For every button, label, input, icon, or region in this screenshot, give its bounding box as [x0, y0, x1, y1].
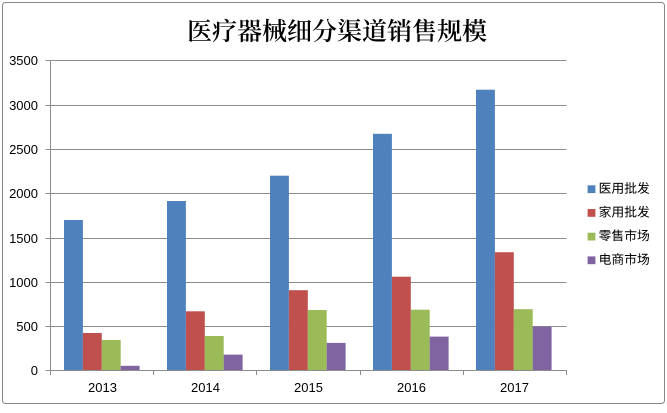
svg-text:2013: 2013 [88, 380, 117, 395]
svg-text:500: 500 [16, 319, 38, 334]
svg-text:1500: 1500 [9, 231, 38, 246]
svg-text:3000: 3000 [9, 98, 38, 113]
svg-text:2015: 2015 [294, 380, 323, 395]
svg-text:2016: 2016 [397, 380, 426, 395]
svg-text:2500: 2500 [9, 142, 38, 157]
svg-text:1000: 1000 [9, 275, 38, 290]
svg-text:2017: 2017 [500, 380, 529, 395]
svg-text:0: 0 [31, 363, 38, 378]
svg-text:2000: 2000 [9, 186, 38, 201]
svg-text:2014: 2014 [191, 380, 220, 395]
svg-text:3500: 3500 [9, 53, 38, 68]
